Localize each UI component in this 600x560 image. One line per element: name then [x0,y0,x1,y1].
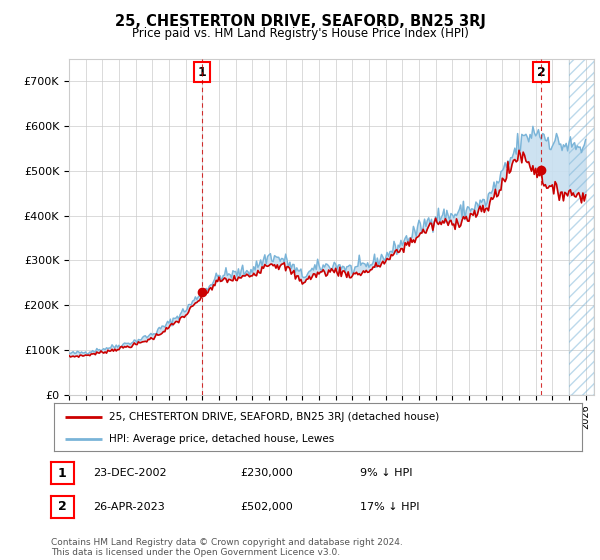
Text: 1: 1 [58,466,67,480]
Text: £502,000: £502,000 [240,502,293,512]
Text: 23-DEC-2002: 23-DEC-2002 [93,468,167,478]
Text: 17% ↓ HPI: 17% ↓ HPI [360,502,419,512]
Text: 26-APR-2023: 26-APR-2023 [93,502,165,512]
Text: HPI: Average price, detached house, Lewes: HPI: Average price, detached house, Lewe… [109,434,335,444]
Text: 9% ↓ HPI: 9% ↓ HPI [360,468,413,478]
Text: 1: 1 [197,66,206,79]
Text: £230,000: £230,000 [240,468,293,478]
Text: 25, CHESTERTON DRIVE, SEAFORD, BN25 3RJ (detached house): 25, CHESTERTON DRIVE, SEAFORD, BN25 3RJ … [109,412,440,422]
Text: Contains HM Land Registry data © Crown copyright and database right 2024.
This d: Contains HM Land Registry data © Crown c… [51,538,403,557]
Text: 2: 2 [536,66,545,79]
Text: 25, CHESTERTON DRIVE, SEAFORD, BN25 3RJ: 25, CHESTERTON DRIVE, SEAFORD, BN25 3RJ [115,14,485,29]
Text: 2: 2 [58,500,67,514]
Text: Price paid vs. HM Land Registry's House Price Index (HPI): Price paid vs. HM Land Registry's House … [131,27,469,40]
